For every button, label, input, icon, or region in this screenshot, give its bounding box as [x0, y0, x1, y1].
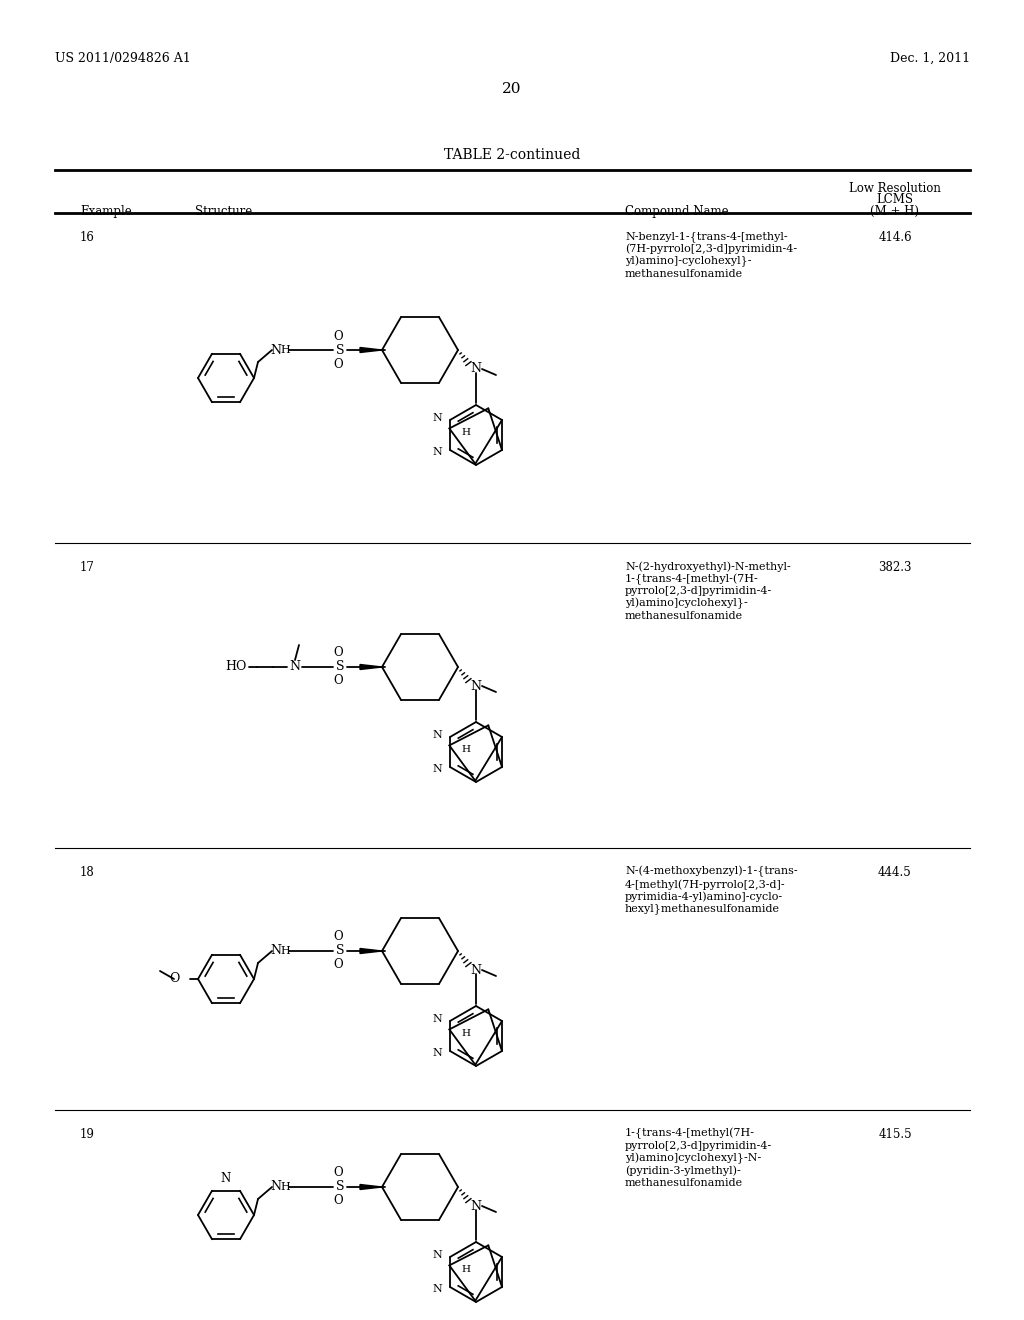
Text: O: O [333, 647, 343, 660]
Text: 444.5: 444.5 [879, 866, 912, 879]
Text: H: H [462, 1265, 470, 1274]
Text: 16: 16 [80, 231, 95, 244]
Text: O: O [333, 931, 343, 944]
Text: N: N [432, 1048, 442, 1059]
Text: N: N [432, 764, 442, 774]
Text: N: N [470, 363, 481, 375]
Text: H: H [281, 345, 290, 355]
Text: 18: 18 [80, 866, 95, 879]
Text: HO: HO [225, 660, 247, 673]
Text: US 2011/0294826 A1: US 2011/0294826 A1 [55, 51, 190, 65]
Text: N-benzyl-1-{trans-4-[methyl-
(7H-pyrrolo[2,3-d]pyrimidin-4-
yl)amino]-cyclohexyl: N-benzyl-1-{trans-4-[methyl- (7H-pyrrolo… [625, 231, 797, 279]
Text: N: N [290, 660, 300, 673]
Text: O: O [333, 958, 343, 972]
Text: O: O [333, 330, 343, 342]
Text: O: O [333, 1195, 343, 1208]
Text: 382.3: 382.3 [879, 561, 911, 574]
Text: O: O [333, 1167, 343, 1180]
Text: N-(4-methoxybenzyl)-1-{trans-
4-[methyl(7H-pyrrolo[2,3-d]-
pyrimidia-4-yl)amino]: N-(4-methoxybenzyl)-1-{trans- 4-[methyl(… [625, 866, 798, 915]
Polygon shape [360, 1184, 382, 1189]
Text: Dec. 1, 2011: Dec. 1, 2011 [890, 51, 970, 65]
Text: N: N [432, 447, 442, 457]
Text: H: H [462, 1028, 470, 1038]
Polygon shape [360, 347, 382, 352]
Text: N: N [432, 1014, 442, 1024]
Text: N: N [221, 1172, 231, 1185]
Text: N: N [432, 1284, 442, 1294]
Text: 19: 19 [80, 1129, 95, 1140]
Text: 415.5: 415.5 [879, 1129, 911, 1140]
Text: S: S [336, 945, 344, 957]
Text: 414.6: 414.6 [879, 231, 911, 244]
Text: N: N [432, 413, 442, 422]
Text: N: N [470, 680, 481, 693]
Polygon shape [360, 949, 382, 953]
Text: S: S [336, 343, 344, 356]
Text: Low Resolution: Low Resolution [849, 182, 941, 195]
Text: 17: 17 [80, 561, 95, 574]
Text: H: H [281, 946, 290, 956]
Text: N: N [470, 964, 481, 977]
Text: O: O [333, 675, 343, 688]
Text: N: N [470, 1200, 481, 1213]
Text: 1-{trans-4-[methyl(7H-
pyrrolo[2,3-d]pyrimidin-4-
yl)amino]cyclohexyl}-N-
(pyrid: 1-{trans-4-[methyl(7H- pyrrolo[2,3-d]pyr… [625, 1129, 772, 1188]
Polygon shape [360, 664, 382, 669]
Text: Structure: Structure [195, 205, 252, 218]
Text: N: N [270, 945, 282, 957]
Text: Example: Example [80, 205, 132, 218]
Text: H: H [281, 1181, 290, 1192]
Text: N: N [270, 343, 282, 356]
Text: H: H [462, 428, 470, 437]
Text: TABLE 2-continued: TABLE 2-continued [443, 148, 581, 162]
Text: S: S [336, 1180, 344, 1193]
Text: O: O [170, 973, 180, 986]
Text: N: N [270, 1180, 282, 1193]
Text: N: N [432, 1250, 442, 1261]
Text: N-(2-hydroxyethyl)-N-methyl-
1-{trans-4-[methyl-(7H-
pyrrolo[2,3-d]pyrimidin-4-
: N-(2-hydroxyethyl)-N-methyl- 1-{trans-4-… [625, 561, 791, 620]
Text: O: O [333, 358, 343, 371]
Text: H: H [462, 744, 470, 754]
Text: 20: 20 [502, 82, 522, 96]
Text: S: S [336, 660, 344, 673]
Text: N: N [432, 730, 442, 741]
Text: LCMS: LCMS [877, 193, 913, 206]
Text: (M + H): (M + H) [870, 205, 920, 218]
Text: Compound Name: Compound Name [625, 205, 729, 218]
